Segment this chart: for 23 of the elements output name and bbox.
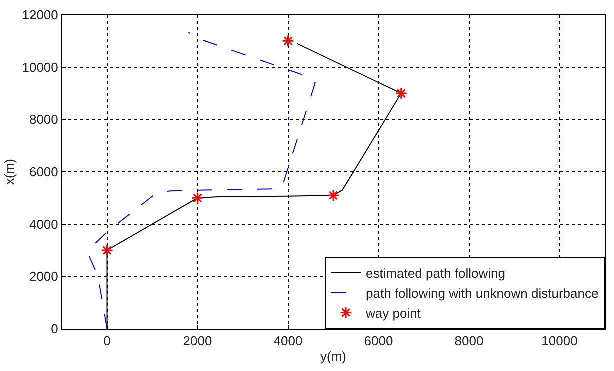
x-tick-label: 10000 [542, 334, 578, 349]
y-tick-label: 6000 [29, 164, 58, 180]
point [327, 189, 340, 202]
y-tick-label: 8000 [29, 112, 58, 128]
y-tick-label: 0 [51, 322, 58, 337]
y-tick-label: 2000 [29, 269, 58, 284]
point [282, 35, 294, 48]
y-tick-label: 12000 [22, 8, 58, 23]
point [192, 192, 204, 204]
x-axis-title: y(m) [320, 349, 346, 364]
legend-label: way point [365, 306, 422, 321]
y-tick-label: 4000 [29, 216, 58, 232]
x-tick-label: 4000 [274, 334, 303, 349]
x-tick-label: 8000 [454, 334, 484, 349]
x-tick-label: 2000 [183, 334, 212, 349]
y-tick-label: 10000 [22, 60, 58, 75]
x-tick-label: 6000 [364, 334, 394, 349]
legend-label: estimated path following [366, 266, 506, 282]
y-axis-title: x(m) [2, 159, 18, 185]
legend-label: path following with unknown disturbance [366, 286, 599, 301]
point [101, 244, 114, 257]
x-tick-label: 0 [104, 334, 111, 349]
point [395, 87, 408, 100]
